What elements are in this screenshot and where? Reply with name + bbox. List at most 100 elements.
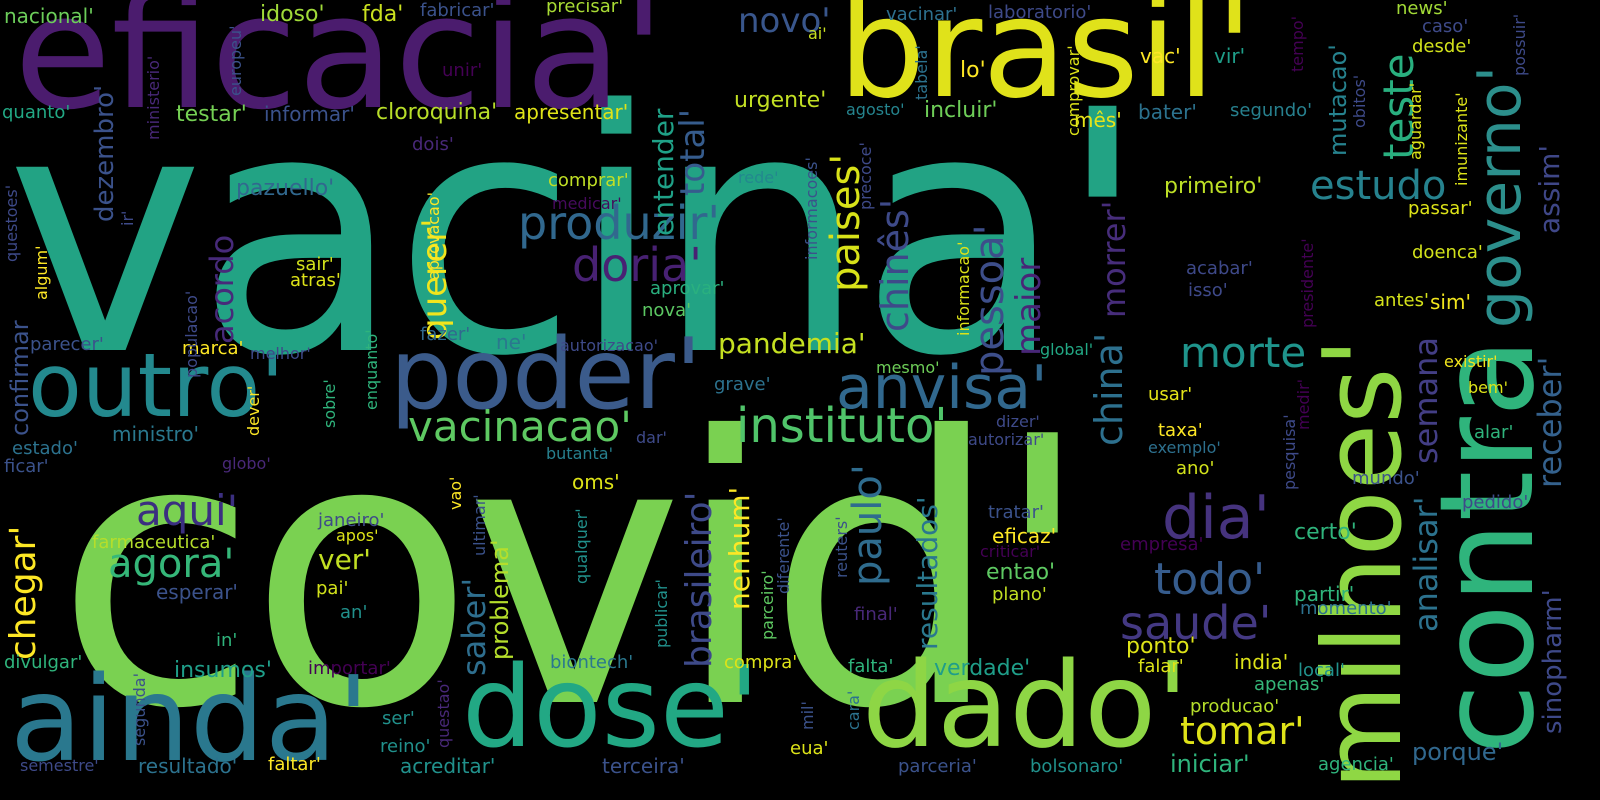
word: fda' xyxy=(362,2,404,27)
word: doria' xyxy=(572,238,702,292)
word: idoso' xyxy=(260,2,325,27)
word: reino' xyxy=(380,736,431,757)
word: tomar' xyxy=(1180,709,1305,753)
word: agencia' xyxy=(1318,754,1394,775)
word: momento' xyxy=(1300,598,1392,619)
word: fazer' xyxy=(420,324,471,345)
word: global' xyxy=(1040,340,1094,359)
word: dizer' xyxy=(996,412,1040,431)
word: falta' xyxy=(848,656,894,677)
word: bolsonaro' xyxy=(1030,756,1124,777)
word: ne' xyxy=(496,330,527,354)
word: publicar' xyxy=(652,579,671,648)
word: aprovacao' xyxy=(424,191,443,280)
word: informar' xyxy=(264,102,355,126)
word: problema' xyxy=(486,539,514,660)
word: segundo' xyxy=(1230,100,1313,121)
word: apenas' xyxy=(1254,674,1325,695)
word: pazuello' xyxy=(236,176,335,201)
word: sair' xyxy=(296,254,334,275)
word: semana xyxy=(1407,336,1445,464)
word: usar' xyxy=(1148,384,1193,405)
word: rede' xyxy=(738,168,779,187)
word: reuters' xyxy=(832,516,851,578)
word: dar' xyxy=(636,428,667,447)
word: verdade' xyxy=(934,656,1031,681)
word: produzir' xyxy=(518,196,721,250)
word: bem' xyxy=(1468,378,1508,397)
word: obitos' xyxy=(1350,74,1369,128)
word: ser' xyxy=(382,708,415,729)
word: informacao' xyxy=(954,241,973,336)
word: lo' xyxy=(960,58,986,83)
word: ver' xyxy=(318,543,372,576)
word: ficar' xyxy=(4,456,49,477)
word: eficaz' xyxy=(992,524,1057,548)
word: sinopharm' xyxy=(1538,589,1568,734)
word: algum' xyxy=(32,245,51,300)
word: tabela' xyxy=(912,45,931,100)
word: janeiro' xyxy=(318,510,385,531)
word: total' xyxy=(673,108,713,196)
word: acreditar' xyxy=(400,754,496,778)
word: passar' xyxy=(1408,198,1473,219)
word: receber' xyxy=(1531,356,1569,488)
word: dever' xyxy=(244,385,263,436)
word: ainda' xyxy=(10,650,370,788)
word: sobre' xyxy=(320,379,339,428)
word: questoes' xyxy=(2,184,21,262)
word: tempo' xyxy=(1288,15,1307,72)
word: ultimar' xyxy=(470,494,489,556)
word: grave' xyxy=(714,374,771,395)
word: producao' xyxy=(1190,696,1280,717)
word: apresentar' xyxy=(514,100,629,124)
word: biontech' xyxy=(550,652,634,673)
word: saude' xyxy=(1120,596,1272,650)
word: novo' xyxy=(738,1,831,41)
word: taxa' xyxy=(1158,420,1203,441)
word: presidente' xyxy=(1298,238,1317,328)
word: aqui' xyxy=(136,486,239,535)
word: globo' xyxy=(222,454,271,473)
word: sim' xyxy=(1430,290,1471,314)
word: china' xyxy=(1087,332,1131,446)
word: parecer' xyxy=(30,334,104,355)
word: milhoes' xyxy=(1301,337,1426,790)
word: mesmo' xyxy=(876,358,940,377)
word: diferente' xyxy=(774,517,793,594)
word: pandemia' xyxy=(718,327,866,360)
word: autorizacao' xyxy=(560,336,659,355)
word: existir' xyxy=(1444,352,1498,371)
word: mutacao' xyxy=(1324,44,1352,156)
word: resultado' xyxy=(138,754,238,778)
word: farmaceutica' xyxy=(92,532,216,553)
word: populacao' xyxy=(182,290,201,378)
word: instituto' xyxy=(736,398,948,454)
word: bater' xyxy=(1138,100,1197,124)
word: dia' xyxy=(1162,483,1271,553)
word: esperar' xyxy=(156,580,238,604)
word: ministerio' xyxy=(144,55,163,140)
word: mil' xyxy=(798,701,817,730)
word: in' xyxy=(216,630,238,651)
word: agosto' xyxy=(846,100,905,119)
word: eficacia' xyxy=(14,0,666,145)
word: confirmar xyxy=(6,320,34,436)
word: ano' xyxy=(1176,458,1215,479)
word: antes' xyxy=(1374,290,1429,311)
word: todo' xyxy=(1154,554,1266,605)
word: aprovar' xyxy=(650,278,725,299)
word: governo' xyxy=(1465,65,1535,328)
word: compra' xyxy=(724,652,798,673)
word: atras' xyxy=(290,270,341,291)
word: certo' xyxy=(1294,520,1357,545)
word: vacinar' xyxy=(886,4,958,25)
word: divulgar' xyxy=(4,652,83,673)
word: paulo' xyxy=(845,464,891,586)
word: exemplo' xyxy=(1148,438,1221,457)
word: analisar' xyxy=(1407,496,1445,632)
word: vacina' xyxy=(6,40,1148,430)
word: acabar' xyxy=(1186,258,1253,279)
word: pedido' xyxy=(1462,492,1529,513)
word: insumos' xyxy=(174,658,272,683)
